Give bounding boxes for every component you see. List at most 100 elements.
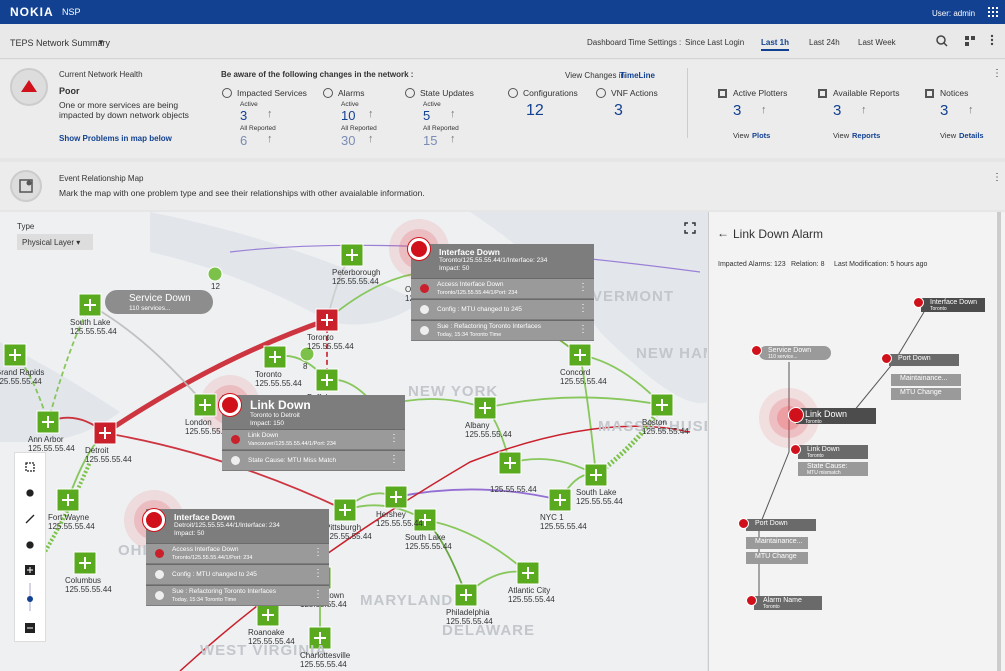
region-label: VERMONT <box>592 288 674 305</box>
changes-heading: Be aware of the following changes in the… <box>221 70 414 79</box>
row-title: State Cause: MTU Miss Match <box>248 457 337 464</box>
row-menu[interactable]: ⋮ <box>313 547 323 558</box>
view-link[interactable]: Details <box>959 131 984 140</box>
region-label: MARYLAND <box>360 592 454 609</box>
trend-arrow: ↑ <box>761 104 767 116</box>
node-name: South Lake <box>576 488 617 497</box>
node-glyph <box>460 589 472 601</box>
health-description: One or more services are being impacted … <box>59 100 189 120</box>
status-icon <box>881 353 892 364</box>
more-menu[interactable]: ⋮ <box>992 68 1002 79</box>
callout-row[interactable]: Sue : Refactoring Toronto Interfaces Toda… <box>146 585 329 605</box>
node-glyph <box>390 491 402 503</box>
node-name: Pittsburgh <box>325 523 362 532</box>
water <box>150 212 420 325</box>
node-ip: 125.55.55.44 <box>490 485 537 494</box>
tree-node[interactable]: Maintainance... <box>746 537 808 549</box>
user-menu[interactable]: User: admin <box>932 9 976 18</box>
node-name: Detroit <box>85 446 109 455</box>
callout-row[interactable]: State Cause: MTU Miss Match ⋮ <box>222 450 405 470</box>
tree-node[interactable]: Interface Down Toronto <box>921 298 985 312</box>
health-label: Current Network Health <box>59 70 143 79</box>
row-menu[interactable]: ⋮ <box>313 568 323 579</box>
callout-row[interactable]: Access Interface Down Toronto/125.55.55.4… <box>411 278 594 298</box>
map-tools <box>14 452 46 642</box>
row-menu[interactable]: ⋮ <box>313 589 323 600</box>
fullscreen-button[interactable] <box>684 222 696 234</box>
node-ip: 125.55.55.44 <box>85 455 132 464</box>
metric-name: Configurations <box>523 88 578 98</box>
row-sub: Toronto/125.55.55.44/1/Port: 234 <box>172 555 253 561</box>
callout-row[interactable]: Link Down Vancouver/125.55.55.44/1/Port: … <box>222 429 405 449</box>
tree-node[interactable]: Port Down <box>889 354 959 366</box>
summary-name: Active Plotters <box>733 88 788 98</box>
health-icon <box>10 68 48 106</box>
callout-row[interactable]: Sue : Refactoring Toronto Interfaces Toda… <box>411 320 594 340</box>
tree-node[interactable]: Port Down <box>746 519 816 531</box>
callout[interactable]: Link Down Toronto to Detroit Impact: 150 Li… <box>222 395 405 471</box>
status-icon <box>746 595 757 606</box>
metric-active: 3 <box>240 108 248 123</box>
metric-reported: 6 <box>240 133 248 148</box>
time-option[interactable]: Last 24h <box>809 38 840 47</box>
view-link[interactable]: Reports <box>852 131 881 140</box>
node-glyph <box>262 609 274 621</box>
dropdown-caret[interactable]: ▼ <box>97 38 105 47</box>
region-label: NEW HAMPSHIRE <box>636 345 707 362</box>
node-ip: 125.55.55.44 <box>48 522 95 531</box>
view-link[interactable]: Plots <box>752 131 771 140</box>
row-menu[interactable]: ⋮ <box>578 324 588 335</box>
node-name: Columbus <box>65 576 102 585</box>
tree-node[interactable]: Alarm Name Toronto <box>754 596 822 610</box>
node-name: Roanoake <box>248 628 285 637</box>
tree-node[interactable]: MTU Change <box>746 552 808 564</box>
node-glyph <box>99 427 111 439</box>
time-option[interactable]: Last Week <box>858 38 896 47</box>
callout-row[interactable]: Config : MTU changed to 245 ⋮ <box>146 564 329 584</box>
callout-row[interactable]: Config : MTU changed to 245 ⋮ <box>411 299 594 319</box>
node-glyph <box>79 557 91 569</box>
back-button[interactable]: ← <box>717 226 729 240</box>
callout[interactable]: Service Down 110 services... <box>105 290 213 314</box>
row-menu[interactable]: ⋮ <box>389 433 399 444</box>
layer-select[interactable]: Physical Layer ▾ <box>17 234 93 250</box>
callout-row[interactable]: Access Interface Down Toronto/125.55.55.4… <box>146 543 329 563</box>
row-menu[interactable]: ⋮ <box>578 303 588 314</box>
node-name: Boston <box>642 418 667 427</box>
row-menu[interactable]: ⋮ <box>578 282 588 293</box>
node-glyph <box>314 632 326 644</box>
tree-node[interactable]: State Cause: MTU mismatch <box>798 462 868 476</box>
more-menu[interactable]: ⋮ <box>992 172 1002 183</box>
apps-icon[interactable] <box>988 7 998 17</box>
node-glyph <box>321 314 333 326</box>
node-ip: 125.55.55.44 <box>248 637 295 646</box>
node-name: NYC 1 <box>540 513 564 522</box>
region-label: NEW YORK <box>408 383 499 400</box>
badge <box>299 346 315 362</box>
active-label: Active <box>423 101 441 108</box>
dashboard-title[interactable]: TEPS Network Summary <box>10 38 111 48</box>
row-menu[interactable]: ⋮ <box>389 454 399 465</box>
tree-node[interactable]: Link Down Toronto <box>798 445 868 459</box>
callout[interactable]: Interface Down Detroit/125.55.55.44/1/Int… <box>146 509 329 606</box>
node-name: Concord <box>560 368 591 377</box>
node-name: Fort Wayne <box>48 513 90 522</box>
time-option[interactable]: Last 1h <box>761 38 790 51</box>
map-link <box>395 488 561 501</box>
tree-node[interactable]: Link Down Toronto <box>796 408 876 425</box>
region-label: MASSACHUSETTS <box>598 418 707 435</box>
tree-node[interactable]: Maintainance... <box>891 374 961 386</box>
timeline-link[interactable]: TimeLine <box>620 71 655 80</box>
row-title: Link Down <box>248 432 279 439</box>
callout[interactable]: Interface Down Toronto/125.55.55.44/1/Int… <box>411 244 594 341</box>
time-option[interactable]: Since Last Login <box>685 38 745 47</box>
node-ip: 125.55.55.44 <box>446 617 493 626</box>
tree-node[interactable]: MTU Change <box>891 388 961 400</box>
alarm-panel: ← Link Down Alarm Impacted Alarms: 123 R… <box>708 212 1005 671</box>
erm-header: Event Relationship Map Mark the map with… <box>0 162 1005 210</box>
time-label: Dashboard Time Settings : <box>587 38 682 47</box>
tree-node[interactable]: Service Down 110 service... <box>759 346 831 360</box>
show-problems-link[interactable]: Show Problems in map below <box>59 134 172 143</box>
map-link <box>179 425 691 671</box>
trend-arrow: ↑ <box>267 108 273 120</box>
